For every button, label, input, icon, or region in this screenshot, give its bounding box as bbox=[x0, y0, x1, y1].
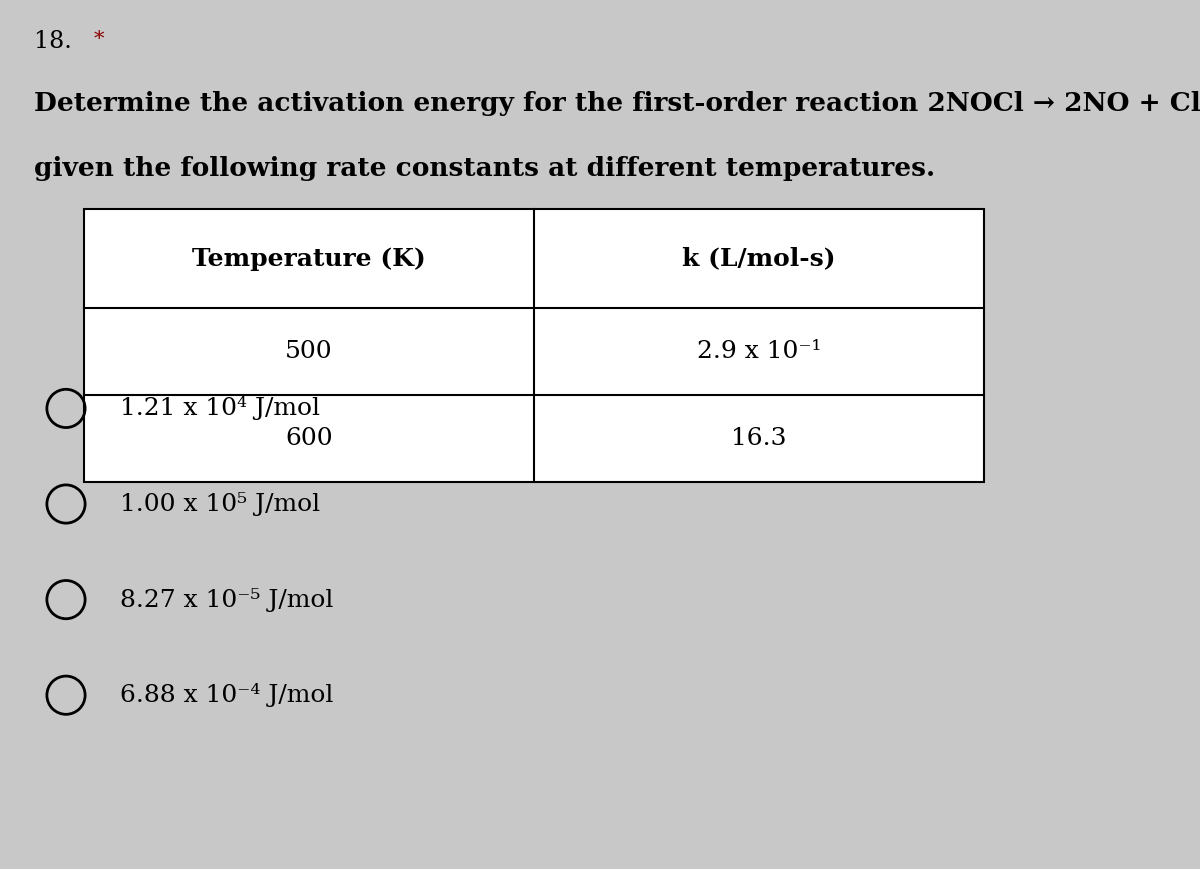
Text: 2.9 x 10⁻¹: 2.9 x 10⁻¹ bbox=[697, 341, 821, 363]
Text: 1.00 x 10⁵ J/mol: 1.00 x 10⁵ J/mol bbox=[120, 492, 320, 516]
Text: 500: 500 bbox=[286, 341, 332, 363]
Text: 8.27 x 10⁻⁵ J/mol: 8.27 x 10⁻⁵ J/mol bbox=[120, 587, 334, 612]
Text: 1.21 x 10⁴ J/mol: 1.21 x 10⁴ J/mol bbox=[120, 396, 320, 421]
Text: 18.: 18. bbox=[34, 30, 79, 53]
Text: 6.88 x 10⁻⁴ J/mol: 6.88 x 10⁻⁴ J/mol bbox=[120, 683, 334, 707]
Text: Determine the activation energy for the first-order reaction 2NOCl → 2NO + Cl₂: Determine the activation energy for the … bbox=[34, 91, 1200, 116]
Text: *: * bbox=[94, 30, 104, 50]
Text: 16.3: 16.3 bbox=[731, 428, 787, 450]
Text: 600: 600 bbox=[286, 428, 332, 450]
Text: given the following rate constants at different temperatures.: given the following rate constants at di… bbox=[34, 156, 935, 182]
Text: k (L/mol-s): k (L/mol-s) bbox=[683, 247, 835, 270]
Text: Temperature (K): Temperature (K) bbox=[192, 247, 426, 270]
